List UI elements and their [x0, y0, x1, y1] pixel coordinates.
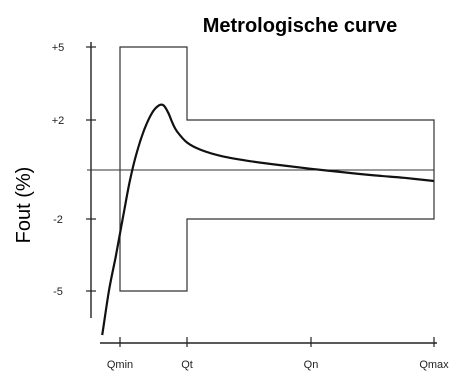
- x-tick-label: Qmin: [107, 359, 133, 371]
- x-tick-label: Qn: [304, 359, 319, 371]
- y-axis-label: Fout (%): [13, 167, 35, 244]
- plot-area: +5 +2 -2 -5 Qmin Qt Qn Qmax: [52, 42, 449, 371]
- error-curve-series: [101, 103, 435, 336]
- y-tick-label: -2: [53, 214, 63, 226]
- chart-title: Metrologische curve: [203, 15, 398, 37]
- x-tick-label: Qt: [181, 359, 193, 371]
- y-tick-label: +2: [52, 115, 65, 127]
- y-tick-label: +5: [52, 42, 65, 54]
- x-tick-label: Qmax: [419, 359, 449, 371]
- y-tick-label: -5: [53, 286, 63, 298]
- tolerance-band: [119, 46, 435, 292]
